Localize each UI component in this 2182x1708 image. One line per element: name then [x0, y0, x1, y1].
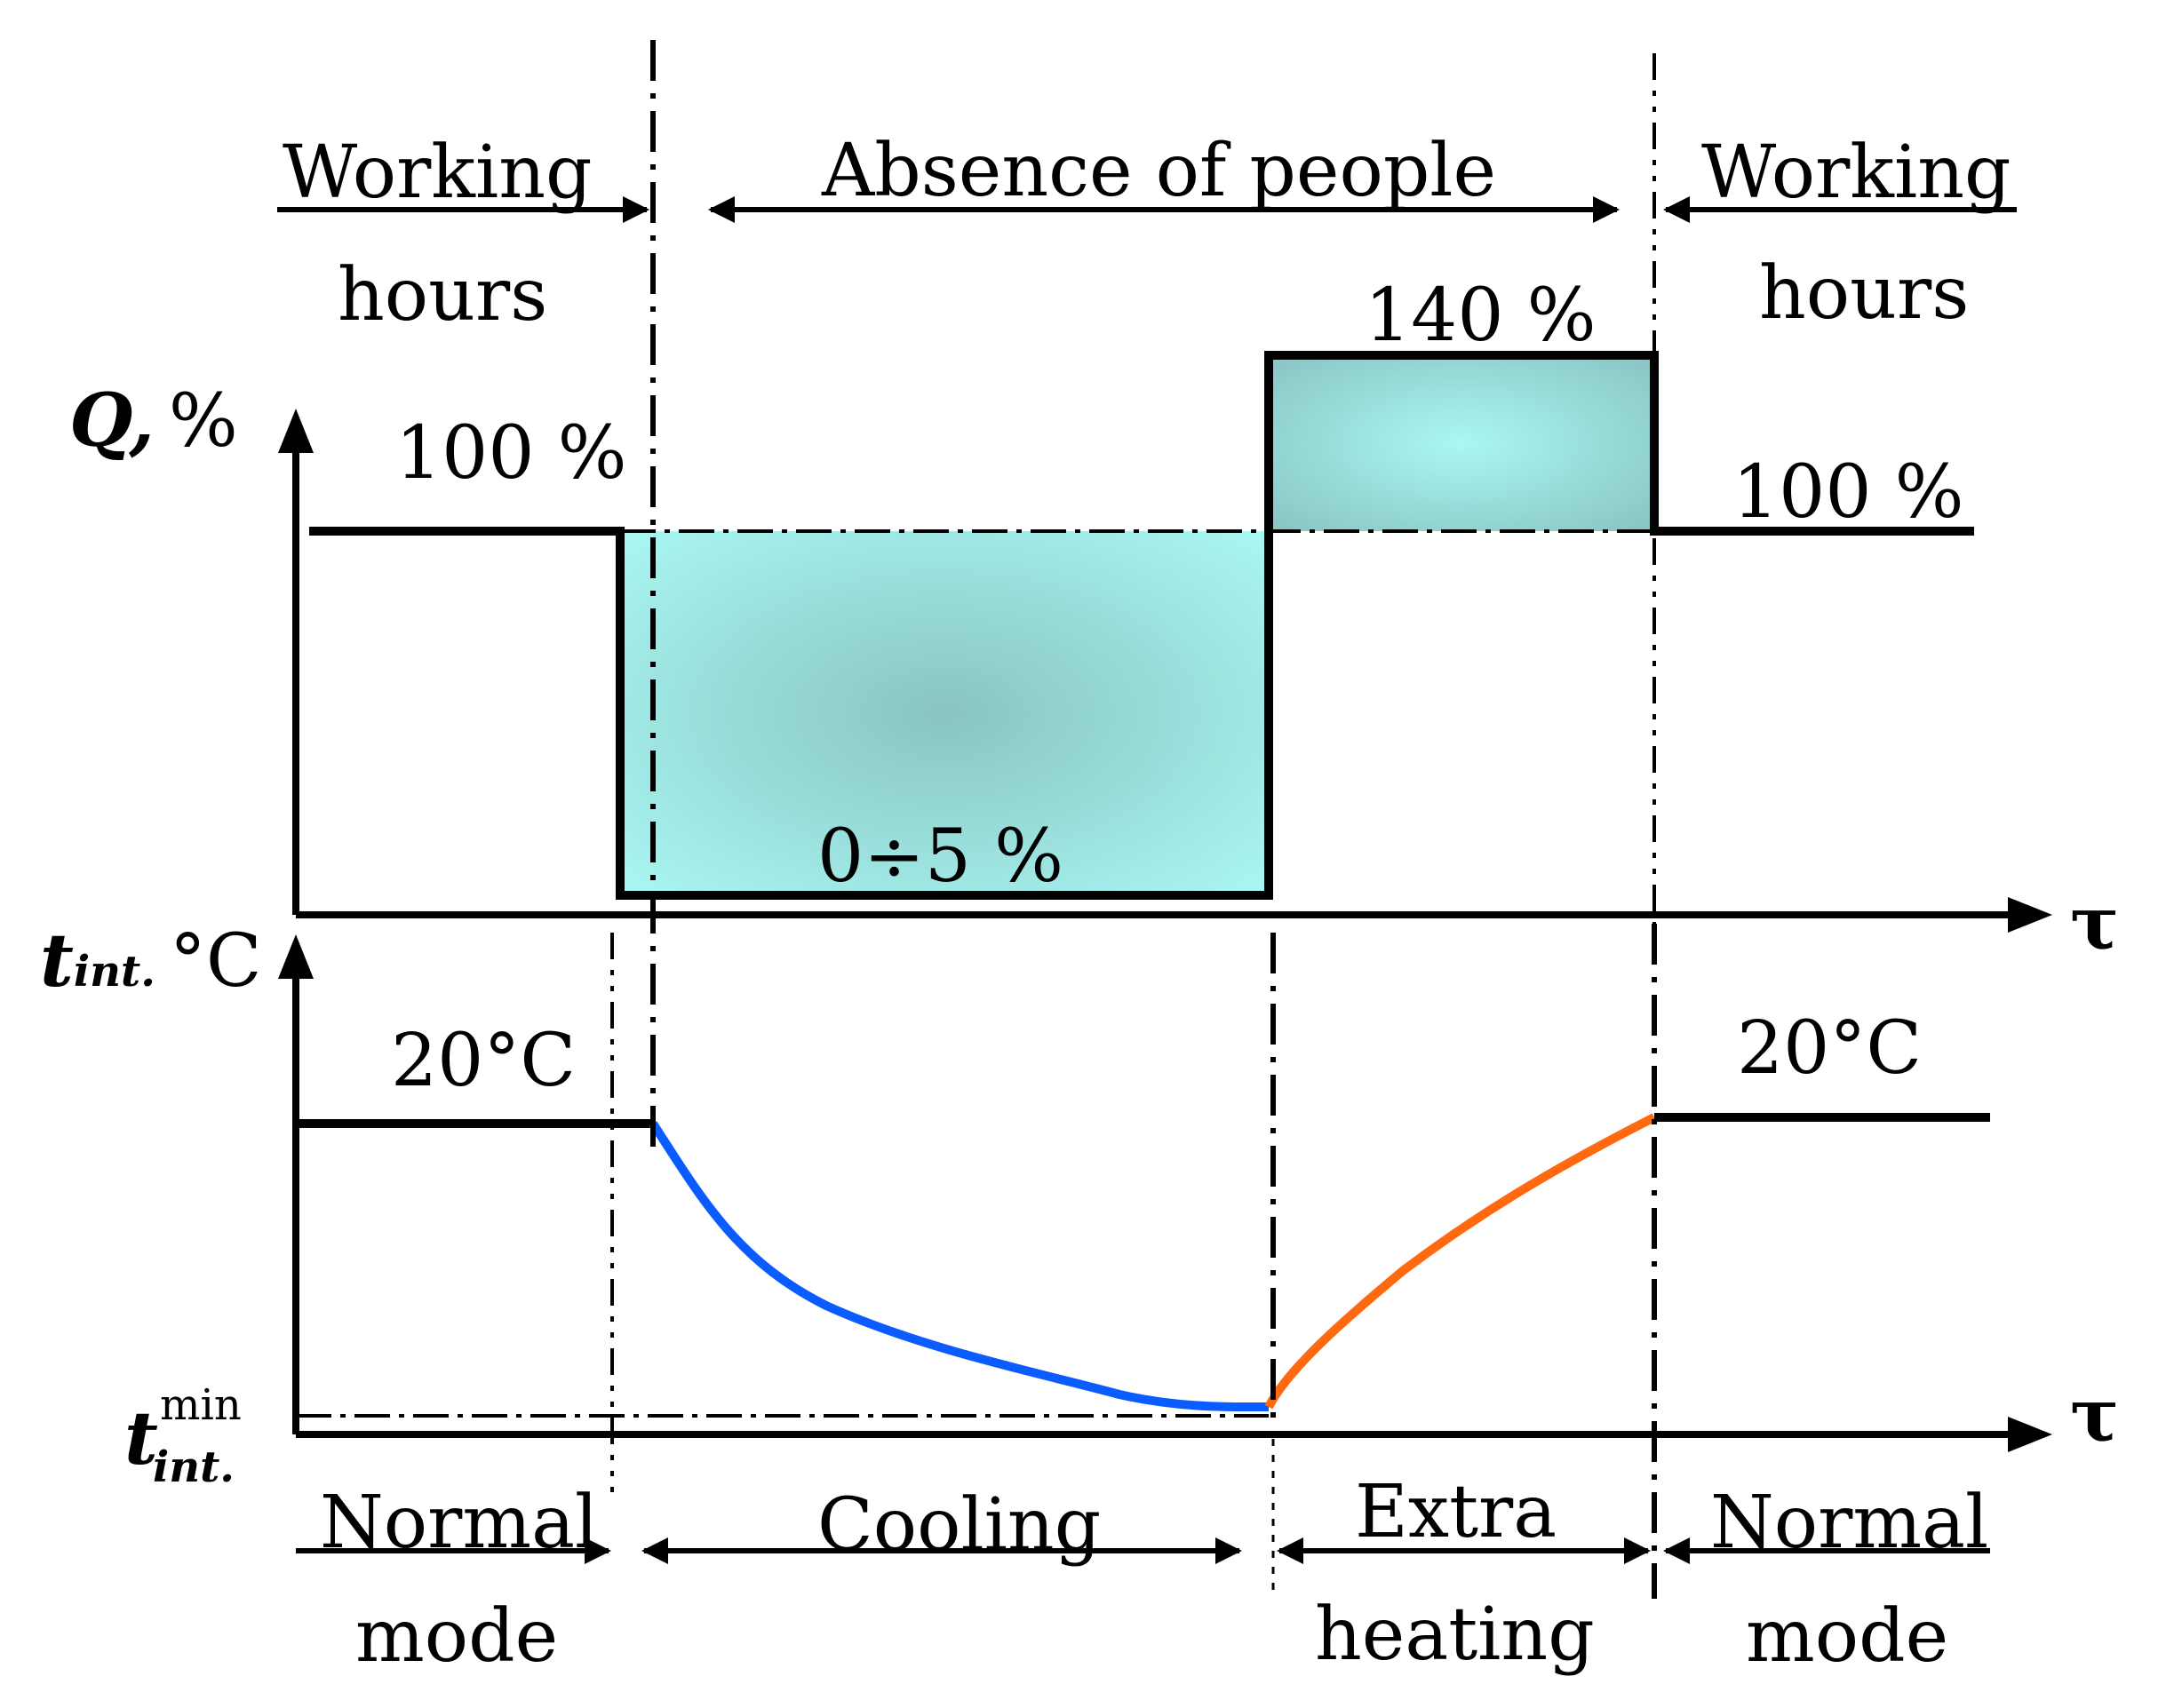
time-axis-upper-arrow [2008, 897, 2052, 933]
q-axis-label: Q,% [69, 378, 238, 464]
working-hours-right-line1: Working [1701, 131, 2011, 215]
min-temp-symbol: t [124, 1396, 158, 1482]
heating-curve [1264, 1113, 1657, 1410]
phase-dividers [610, 40, 1657, 1599]
min-temp-sup: min [160, 1380, 242, 1430]
level-left-label: 100 % [395, 411, 627, 496]
min-temp-sub: int. [153, 1442, 235, 1492]
working-hours-left-line1: Working [283, 131, 593, 215]
time-axis-lower-label: τ [2070, 1373, 2119, 1458]
lower-chart: tint. °C τ t min int. 20°C 20°C [40, 918, 2119, 1492]
upper-chart: Q,% τ 100 % 0÷5 % 140 % 100 % [69, 274, 2119, 966]
temp-left-label: 20°C [391, 1019, 576, 1103]
extra-heating-line2: heating [1315, 1593, 1595, 1677]
level-right-label: 100 % [1732, 450, 1964, 535]
working-hours-left-line2: hours [338, 253, 547, 338]
cooling-curve [649, 1121, 1270, 1412]
temp-right-label: 20°C [1737, 1006, 1922, 1091]
temp-axis-label: tint. °C [40, 918, 262, 1004]
time-axis-lower-arrow [2008, 1417, 2052, 1452]
level-boost-label: 140 % [1365, 274, 1597, 358]
working-hours-right-line2: hours [1759, 251, 1969, 336]
time-axis-upper-label: τ [2070, 881, 2119, 966]
level-low-label: 0÷5 % [817, 814, 1063, 899]
normal-mode-right-line2: mode [1746, 1594, 1948, 1679]
cooling-label: Cooling [817, 1483, 1101, 1568]
absence-label: Absence of people [821, 129, 1496, 213]
heat-output-profile [309, 351, 1974, 900]
bottom-mode-labels: Normal mode Cooling Extra heating Normal… [296, 1470, 1990, 1679]
q-axis-arrow [278, 409, 314, 453]
temp-axis-arrow [278, 934, 314, 979]
reduced-heat-region [620, 531, 1269, 895]
boost-heat-region [1269, 355, 1652, 531]
extra-heating-line1: Extra [1355, 1470, 1557, 1554]
normal-mode-left-line2: mode [355, 1594, 558, 1679]
top-phase-labels: Working hours Absence of people Working … [277, 129, 2017, 338]
